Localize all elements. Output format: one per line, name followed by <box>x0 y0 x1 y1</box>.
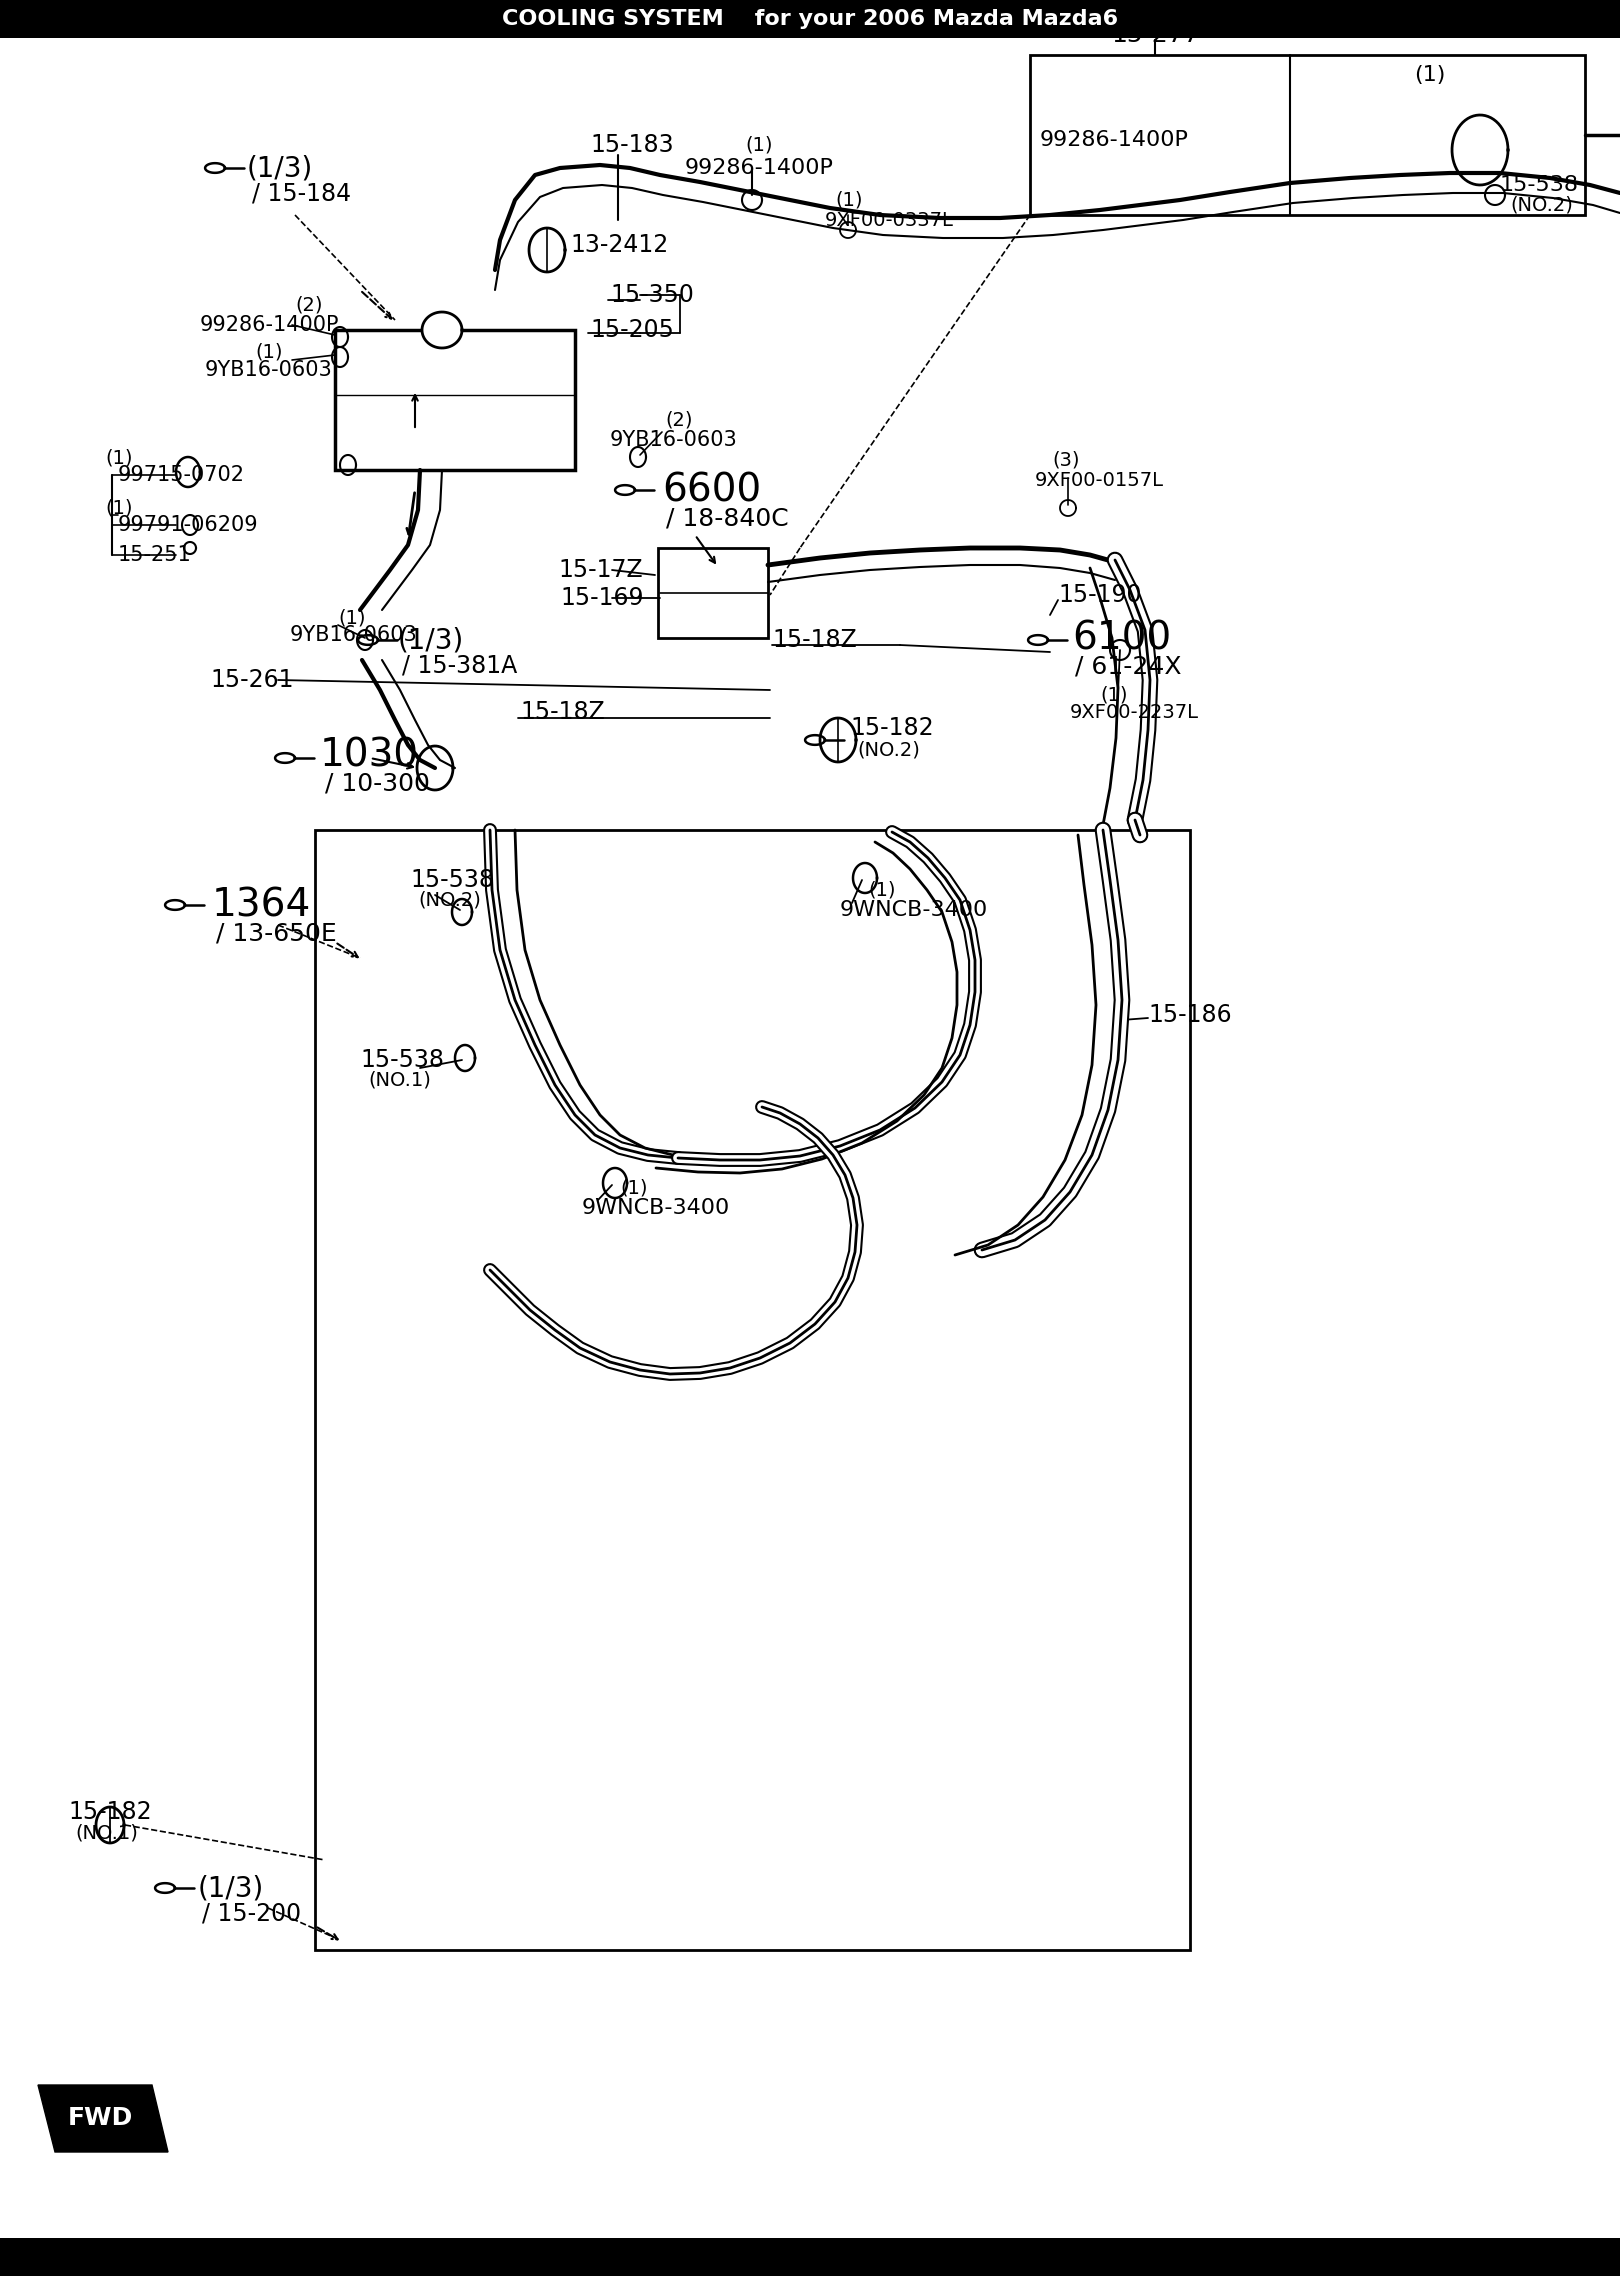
Text: 99286-1400P: 99286-1400P <box>1040 130 1189 150</box>
Text: (NO.2): (NO.2) <box>1510 196 1573 214</box>
Text: COOLING SYSTEM    for your 2006 Mazda Mazda6: COOLING SYSTEM for your 2006 Mazda Mazda… <box>502 9 1118 30</box>
Text: (NO.2): (NO.2) <box>418 890 481 910</box>
Text: 15-538: 15-538 <box>360 1047 444 1072</box>
Text: 15-18Z: 15-18Z <box>520 701 604 724</box>
Text: 15-261: 15-261 <box>211 667 293 692</box>
Text: 15-169: 15-169 <box>561 585 643 610</box>
Polygon shape <box>37 2085 168 2153</box>
Text: 15-205: 15-205 <box>590 319 674 341</box>
Text: (NO.1): (NO.1) <box>75 1823 138 1844</box>
Text: 9YB16-0603: 9YB16-0603 <box>206 360 332 380</box>
Text: 9XF00-2237L: 9XF00-2237L <box>1069 703 1199 721</box>
Text: 15-186: 15-186 <box>1149 1004 1231 1026</box>
Bar <box>314 831 1191 1951</box>
Text: (1/3): (1/3) <box>399 626 465 653</box>
Text: 1030: 1030 <box>321 735 420 774</box>
Text: 1364: 1364 <box>212 885 311 924</box>
Text: / 15-200: / 15-200 <box>202 1900 301 1925</box>
Text: 15-538: 15-538 <box>410 867 494 892</box>
Text: 15-18Z: 15-18Z <box>773 628 857 651</box>
Text: 15-182: 15-182 <box>68 1800 152 1823</box>
Text: / 15-381A: / 15-381A <box>402 653 517 676</box>
Text: (1): (1) <box>105 498 133 517</box>
Text: 99286-1400P: 99286-1400P <box>199 314 340 335</box>
Text: 9XF00-0157L: 9XF00-0157L <box>1035 471 1165 489</box>
Text: 99715-0702: 99715-0702 <box>118 464 245 485</box>
Text: 15-183: 15-183 <box>590 132 674 157</box>
Text: (2): (2) <box>664 410 692 430</box>
Text: / 15-184: / 15-184 <box>253 182 352 205</box>
Text: FWD: FWD <box>68 2105 133 2130</box>
Text: 15-182: 15-182 <box>850 717 933 740</box>
Text: 99791-06209: 99791-06209 <box>118 514 259 535</box>
Text: 9YB16-0603: 9YB16-0603 <box>611 430 737 451</box>
Text: (1): (1) <box>254 341 282 362</box>
Text: (1): (1) <box>745 137 773 155</box>
Text: (1): (1) <box>339 608 366 628</box>
Text: 13-2412: 13-2412 <box>570 232 667 257</box>
Bar <box>0 2237 1620 2276</box>
Text: (1/3): (1/3) <box>198 1873 264 1903</box>
Text: (1): (1) <box>1100 685 1128 706</box>
Text: 15-277: 15-277 <box>1111 23 1199 48</box>
Text: 6600: 6600 <box>663 471 761 510</box>
Polygon shape <box>423 312 462 348</box>
Text: / 61-24X: / 61-24X <box>1076 653 1181 678</box>
Text: 15-190: 15-190 <box>1058 583 1142 608</box>
Text: 9WNCB-3400: 9WNCB-3400 <box>582 1197 731 1218</box>
Text: 99286-1400P: 99286-1400P <box>685 157 834 178</box>
Text: (1): (1) <box>620 1179 648 1197</box>
Text: (1/3): (1/3) <box>246 155 313 182</box>
Bar <box>1030 55 1584 214</box>
Text: (1): (1) <box>868 881 896 899</box>
Text: 9YB16-0603: 9YB16-0603 <box>290 626 418 644</box>
Bar <box>658 549 768 637</box>
Text: 9WNCB-3400: 9WNCB-3400 <box>841 899 988 920</box>
Text: 9XF00-0337L: 9XF00-0337L <box>825 209 954 230</box>
Text: (1): (1) <box>105 448 133 467</box>
Text: 15-251: 15-251 <box>118 544 191 564</box>
Text: (1): (1) <box>1414 66 1445 84</box>
Text: 15-538: 15-538 <box>1500 175 1580 196</box>
Text: (NO.1): (NO.1) <box>368 1070 431 1090</box>
Text: (3): (3) <box>1051 451 1079 469</box>
Text: (NO.2): (NO.2) <box>857 740 920 760</box>
Text: 15-17Z: 15-17Z <box>557 558 643 583</box>
Text: / 18-840C: / 18-840C <box>666 505 789 530</box>
Text: 6100: 6100 <box>1072 619 1171 658</box>
Text: (1): (1) <box>834 191 862 209</box>
Bar <box>335 330 575 471</box>
Text: / 10-300: / 10-300 <box>326 772 429 794</box>
Bar <box>0 0 1620 39</box>
Text: (2): (2) <box>295 296 322 314</box>
Text: / 13-650E: / 13-650E <box>215 922 337 945</box>
Text: 15-350: 15-350 <box>611 282 693 307</box>
